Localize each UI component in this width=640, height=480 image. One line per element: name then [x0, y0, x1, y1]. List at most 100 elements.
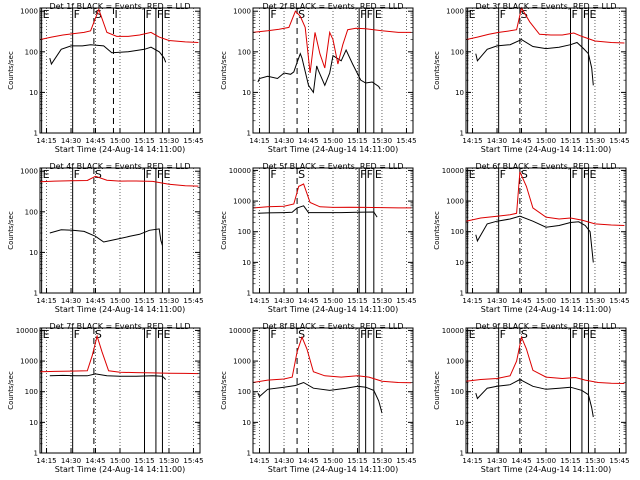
event-marker-label: F	[74, 328, 80, 341]
event-marker-label: I	[114, 8, 117, 21]
event-marker-label: F	[571, 328, 577, 341]
x-tick-label: 14:45	[298, 137, 318, 145]
x-tick-label: 15:45	[183, 457, 203, 465]
y-axis-label: Counts/sec	[7, 371, 15, 410]
event-marker-label: F	[500, 168, 506, 181]
series-events-line	[475, 215, 594, 263]
event-marker-label: E	[469, 328, 476, 341]
x-tick-label: 14:15	[462, 297, 482, 305]
y-tick-label: 1	[247, 450, 251, 458]
event-marker-label: E	[375, 8, 382, 21]
panel-title: Det 6f BLACK = Events, RED = LLD	[475, 162, 616, 171]
y-tick-label: 100	[238, 48, 251, 56]
event-marker-label: F	[500, 8, 506, 21]
y-tick-label: 10	[29, 249, 38, 257]
panel-title: Det 4f BLACK = Events, RED = LLD	[49, 162, 190, 171]
event-marker-label: F	[583, 168, 589, 181]
panel-title: Det 3f BLACK = Events, RED = LLD	[475, 2, 616, 11]
event-marker-label: E	[43, 328, 50, 341]
y-tick-label: 1000	[233, 198, 251, 206]
event-marker-label: F	[145, 8, 151, 21]
x-tick-label: 14:30	[61, 137, 81, 145]
event-marker-label: S	[521, 8, 528, 21]
x-tick-label: 15:45	[183, 297, 203, 305]
y-axis-label: Counts/sec	[433, 371, 441, 410]
y-tick-label: 1	[34, 450, 38, 458]
y-tick-label: 1000	[446, 8, 464, 16]
event-marker-label: F	[571, 8, 577, 21]
y-tick-label: 100	[25, 48, 38, 56]
x-tick-label: 15:30	[585, 457, 605, 465]
y-tick-label: 1000	[446, 358, 464, 366]
x-tick-label: 15:00	[536, 457, 556, 465]
x-tick-label: 15:30	[159, 297, 179, 305]
event-marker-label: E	[469, 168, 476, 181]
x-tick-label: 15:30	[372, 297, 392, 305]
y-axis-label: Counts/sec	[220, 51, 228, 90]
series-events-line	[257, 381, 383, 414]
x-tick-label: 14:45	[298, 457, 318, 465]
y-tick-label: 10000	[442, 327, 464, 335]
event-marker-label: S	[521, 328, 528, 341]
x-tick-label: 14:30	[274, 457, 294, 465]
event-marker-label: F	[367, 328, 373, 341]
y-tick-label: 10	[455, 419, 464, 427]
x-tick-label: 15:15	[134, 457, 154, 465]
event-marker-label: F	[360, 328, 366, 341]
y-tick-label: 1	[34, 290, 38, 298]
panel-title: Det 5f BLACK = Events, RED = LLD	[262, 162, 403, 171]
event-marker-label: S	[521, 168, 528, 181]
x-tick-label: 15:30	[372, 457, 392, 465]
y-tick-label: 1	[460, 130, 464, 138]
y-tick-label: 1	[34, 130, 38, 138]
event-marker-label: F	[367, 168, 373, 181]
y-axis-label: Counts/sec	[7, 211, 15, 250]
y-tick-label: 100	[451, 228, 464, 236]
x-tick-label: 15:00	[110, 137, 130, 145]
x-tick-label: 14:45	[298, 297, 318, 305]
series-lld-line	[252, 335, 412, 384]
x-tick-label: 15:45	[609, 297, 629, 305]
x-tick-label: 15:45	[609, 137, 629, 145]
y-tick-label: 10	[29, 419, 38, 427]
x-tick-label: 14:15	[249, 297, 269, 305]
y-tick-label: 100	[25, 208, 38, 216]
y-tick-label: 1	[247, 290, 251, 298]
panel-title: Det 2f BLACK = Events, RED = LLD	[262, 2, 403, 11]
event-marker-label: E	[163, 168, 170, 181]
series-lld-line	[252, 10, 412, 74]
event-marker-label: F	[74, 8, 80, 21]
y-tick-label: 1000	[233, 8, 251, 16]
x-tick-label: 15:15	[560, 457, 580, 465]
x-tick-label: 14:15	[462, 457, 482, 465]
y-tick-label: 10	[242, 89, 251, 97]
x-tick-label: 15:30	[372, 137, 392, 145]
y-tick-label: 10	[455, 89, 464, 97]
x-tick-label: 15:45	[396, 297, 416, 305]
x-tick-label: 14:15	[249, 457, 269, 465]
x-tick-label: 15:00	[323, 137, 343, 145]
event-marker-label: F	[270, 8, 276, 21]
panel-title: Det 1f BLACK = Events, RED = LLD	[49, 2, 190, 11]
y-axis-label: Counts/sec	[220, 211, 228, 250]
event-marker-label: S	[298, 328, 305, 341]
x-tick-label: 14:30	[61, 457, 81, 465]
y-tick-label: 100	[451, 388, 464, 396]
y-axis-label: Counts/sec	[433, 51, 441, 90]
event-marker-label: F	[360, 8, 366, 21]
event-marker-label: F	[367, 8, 373, 21]
series-lld-line	[465, 6, 625, 44]
series-events-line	[475, 39, 594, 86]
event-marker-label: E	[163, 8, 170, 21]
x-tick-label: 15:15	[347, 137, 367, 145]
x-tick-label: 14:30	[274, 297, 294, 305]
x-tick-label: 14:30	[487, 137, 507, 145]
event-marker-label: F	[360, 168, 366, 181]
event-marker-label: E	[375, 168, 382, 181]
x-axis-label: Start Time (24-Aug-14 14:11:00)	[268, 465, 399, 474]
